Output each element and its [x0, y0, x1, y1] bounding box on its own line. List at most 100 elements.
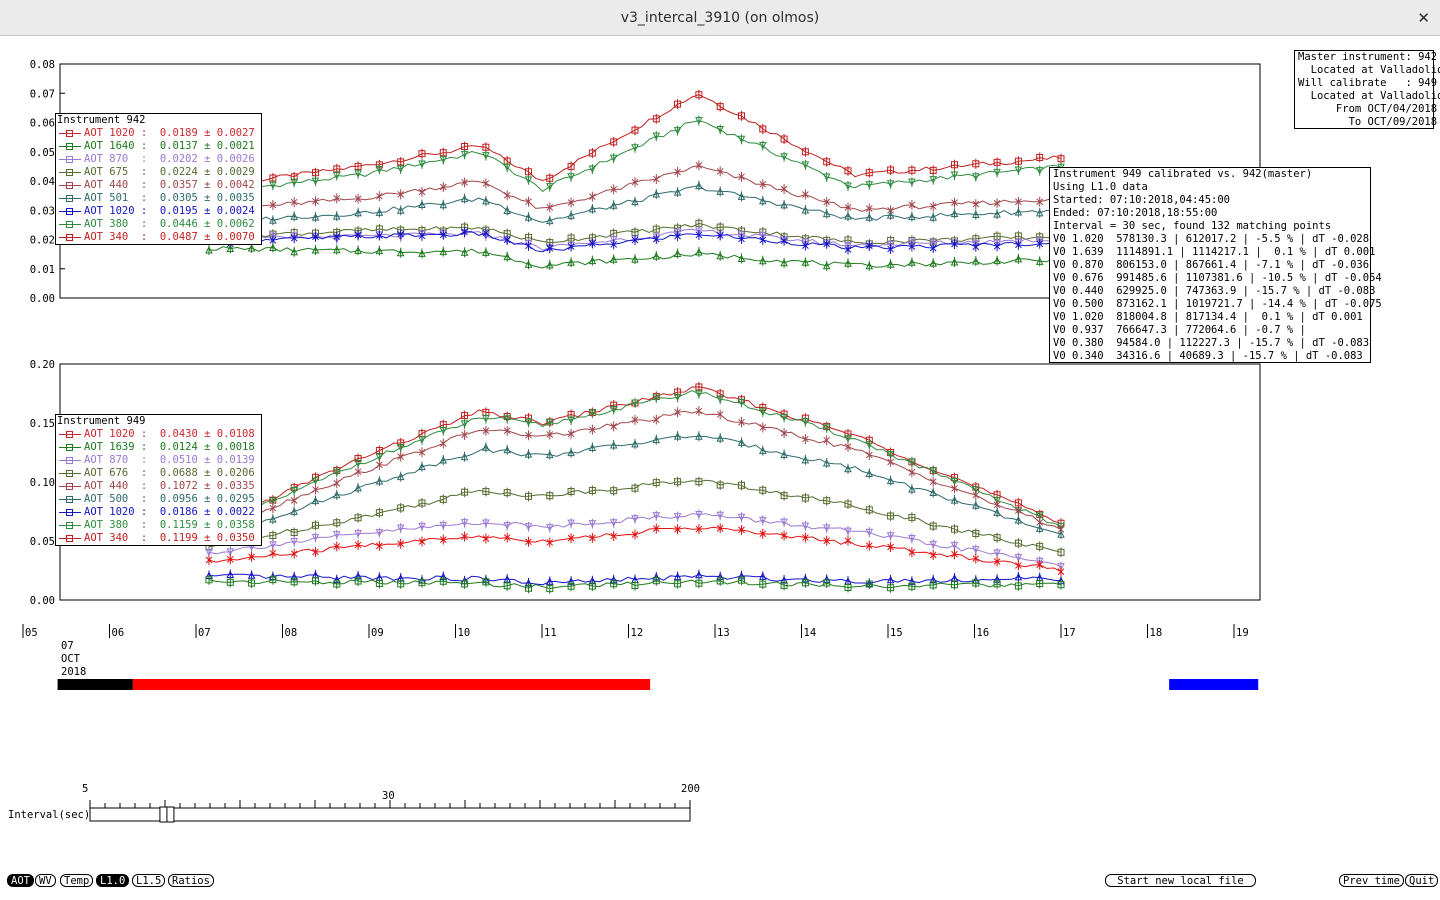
data-point [354, 483, 362, 492]
close-icon[interactable]: ✕ [1417, 9, 1430, 27]
data-point [972, 579, 980, 587]
data-point [738, 418, 745, 426]
data-point [802, 191, 809, 198]
data-point [631, 126, 639, 134]
data-point [503, 445, 511, 454]
data-point [737, 135, 746, 144]
y-tick-label: 0.08 [30, 59, 55, 71]
data-point [929, 176, 938, 184]
data-point [375, 579, 383, 587]
legend-row: AOT 501 : 0.0305 ± 0.0035 [56, 192, 261, 205]
data-point [865, 261, 874, 270]
data-point [929, 203, 937, 210]
data-point [567, 534, 575, 542]
data-point [929, 478, 937, 486]
data-point [460, 150, 469, 159]
legend-row: AOT 870 : 0.0510 ± 0.0139 [56, 454, 261, 467]
data-point [674, 525, 681, 533]
data-point [950, 161, 958, 169]
data-point [333, 479, 341, 487]
data-point [971, 173, 980, 181]
start-new-local-file-button[interactable]: Start new local file [1105, 874, 1256, 887]
aot-button[interactable]: AOT [7, 874, 34, 887]
data-point [908, 582, 916, 590]
x-tick-label: 09 [371, 627, 384, 639]
slider-min-label: 5 [82, 783, 89, 795]
data-point [524, 213, 533, 221]
interval-slider[interactable] [88, 800, 692, 824]
data-point [354, 530, 362, 538]
data-point [375, 165, 384, 174]
data-point [609, 440, 618, 449]
x-tick-label: 12 [631, 627, 644, 639]
y-tick-label: 0.05 [30, 147, 55, 159]
data-point [354, 468, 362, 476]
data-point [674, 100, 682, 108]
data-point [908, 535, 916, 543]
data-point [674, 168, 681, 176]
data-point [673, 127, 682, 135]
ratios-button[interactable]: Ratios [168, 874, 214, 887]
data-point [674, 408, 681, 416]
data-point [247, 243, 256, 252]
data-point [972, 160, 980, 168]
data-point [737, 398, 746, 407]
data-point [737, 192, 746, 200]
data-point [524, 584, 532, 592]
x-tick-label: 06 [112, 627, 125, 639]
data-point [396, 165, 405, 174]
series-aot-380 [205, 115, 1065, 200]
data-point [1057, 530, 1065, 538]
data-point [737, 576, 745, 584]
data-point [993, 199, 1001, 207]
slider-thumb[interactable] [159, 806, 175, 823]
data-point [567, 416, 575, 425]
l15-button[interactable]: L1.5 [132, 874, 166, 887]
prev-time-button[interactable]: Prev time [1339, 874, 1404, 887]
y-tick-label: 0.10 [30, 477, 55, 489]
data-point [311, 177, 320, 186]
data-point [1014, 238, 1023, 247]
x-tick-label: 05 [25, 627, 38, 639]
data-point [1057, 522, 1065, 531]
data-point [993, 242, 1001, 250]
data-point [290, 212, 298, 220]
legend-marker-icon [59, 467, 81, 480]
data-point [631, 197, 639, 206]
data-point [971, 210, 980, 219]
data-point [908, 201, 916, 209]
quit-button[interactable]: Quit [1405, 874, 1439, 887]
data-point [609, 236, 618, 244]
data-point [354, 246, 362, 254]
legend-marker-icon [59, 480, 81, 493]
data-point [312, 486, 319, 493]
data-point [780, 429, 788, 437]
data-point [1015, 198, 1022, 206]
data-point [695, 478, 703, 486]
x-tick-label: 16 [977, 627, 990, 639]
data-point [1036, 240, 1044, 248]
wv-button[interactable]: WV [35, 874, 56, 887]
legend-label: AOT 870 : [84, 153, 148, 165]
data-point [823, 497, 831, 505]
data-point [354, 231, 362, 239]
data-point [354, 170, 362, 178]
legend-row: AOT 1640 : 0.0137 ± 0.0021 [56, 140, 261, 153]
data-point [886, 240, 895, 249]
data-point [1035, 167, 1044, 175]
data-point [802, 534, 809, 541]
data-point [503, 582, 511, 590]
data-point [993, 580, 1001, 588]
date-label: OCT [61, 653, 81, 665]
data-point [822, 524, 831, 533]
data-point [695, 161, 703, 169]
legend-row: AOT 1020 : 0.0195 ± 0.0024 [56, 205, 261, 218]
data-point [758, 141, 767, 150]
data-point [737, 438, 746, 446]
legend-row: AOT 340 : 0.0487 ± 0.0070 [56, 231, 261, 244]
temp-button[interactable]: Temp [60, 874, 94, 887]
data-point [1035, 557, 1044, 566]
data-point [525, 242, 532, 250]
legend-value: 0.0487 ± 0.0070 [147, 231, 255, 243]
l10-button[interactable]: L1.0 [96, 874, 130, 887]
